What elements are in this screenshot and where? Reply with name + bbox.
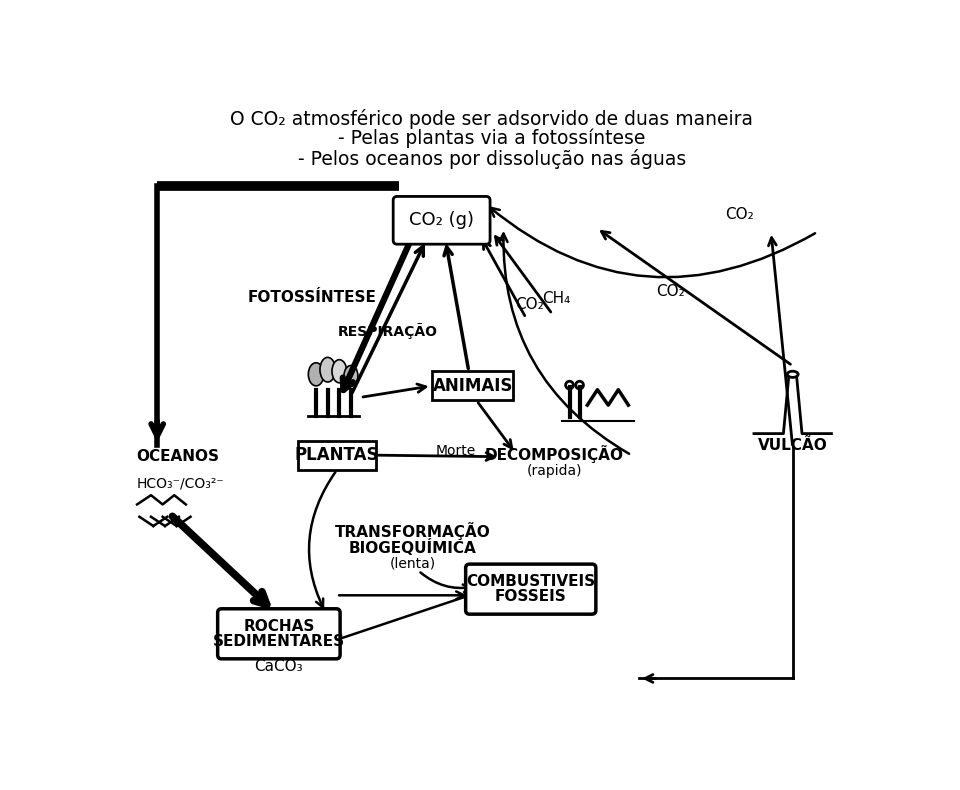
FancyArrowPatch shape [309, 472, 335, 608]
Text: TRANSFORMAÇÃO: TRANSFORMAÇÃO [335, 522, 491, 540]
Text: BIOGEQUÍMICA: BIOGEQUÍMICA [349, 539, 477, 556]
Ellipse shape [787, 371, 798, 378]
Text: ANIMAIS: ANIMAIS [432, 377, 513, 395]
FancyBboxPatch shape [466, 564, 596, 614]
Text: - Pelas plantas via a fotossíntese: - Pelas plantas via a fotossíntese [338, 129, 646, 149]
Text: CO₂ (g): CO₂ (g) [409, 211, 474, 229]
Text: (rapida): (rapida) [526, 464, 582, 478]
Text: CO₂: CO₂ [656, 284, 684, 299]
Text: RESPIRAÇÃO: RESPIRAÇÃO [337, 323, 438, 339]
FancyBboxPatch shape [394, 197, 490, 244]
Text: PLANTAS: PLANTAS [295, 446, 379, 465]
Text: CaCO₃: CaCO₃ [254, 659, 303, 674]
Text: FOTOSSÍNTESE: FOTOSSÍNTESE [248, 290, 376, 305]
Text: (lenta): (lenta) [390, 557, 436, 570]
Text: - Pelos oceanos por dissolução nas águas: - Pelos oceanos por dissolução nas águas [298, 149, 686, 169]
FancyArrowPatch shape [420, 573, 471, 592]
Bar [432, 371, 514, 401]
Text: DECOMPOSIÇÃO: DECOMPOSIÇÃO [485, 446, 623, 464]
FancyBboxPatch shape [218, 609, 340, 659]
Bar [299, 441, 375, 470]
Text: OCEANOS: OCEANOS [136, 450, 220, 465]
Text: HCO₃⁻/CO₃²⁻: HCO₃⁻/CO₃²⁻ [136, 476, 225, 491]
FancyArrowPatch shape [499, 234, 629, 453]
Text: CO₂: CO₂ [515, 297, 543, 312]
Ellipse shape [332, 359, 347, 383]
Text: SEDIMENTARES: SEDIMENTARES [213, 634, 345, 649]
FancyArrowPatch shape [491, 208, 815, 277]
Text: CH₄: CH₄ [542, 292, 570, 307]
Ellipse shape [308, 363, 324, 386]
Text: FOSSEIS: FOSSEIS [494, 589, 566, 604]
Text: COMBUSTIVEIS: COMBUSTIVEIS [467, 574, 595, 589]
Text: Morte: Morte [436, 443, 476, 457]
Text: ROCHAS: ROCHAS [243, 619, 315, 634]
Text: CO₂: CO₂ [726, 207, 755, 222]
Ellipse shape [344, 366, 358, 386]
Text: O CO₂ atmosférico pode ser adsorvido de duas maneira: O CO₂ atmosférico pode ser adsorvido de … [230, 109, 754, 129]
Text: VULCÃO: VULCÃO [757, 438, 828, 453]
FancyArrowPatch shape [769, 238, 792, 445]
Ellipse shape [320, 357, 335, 382]
